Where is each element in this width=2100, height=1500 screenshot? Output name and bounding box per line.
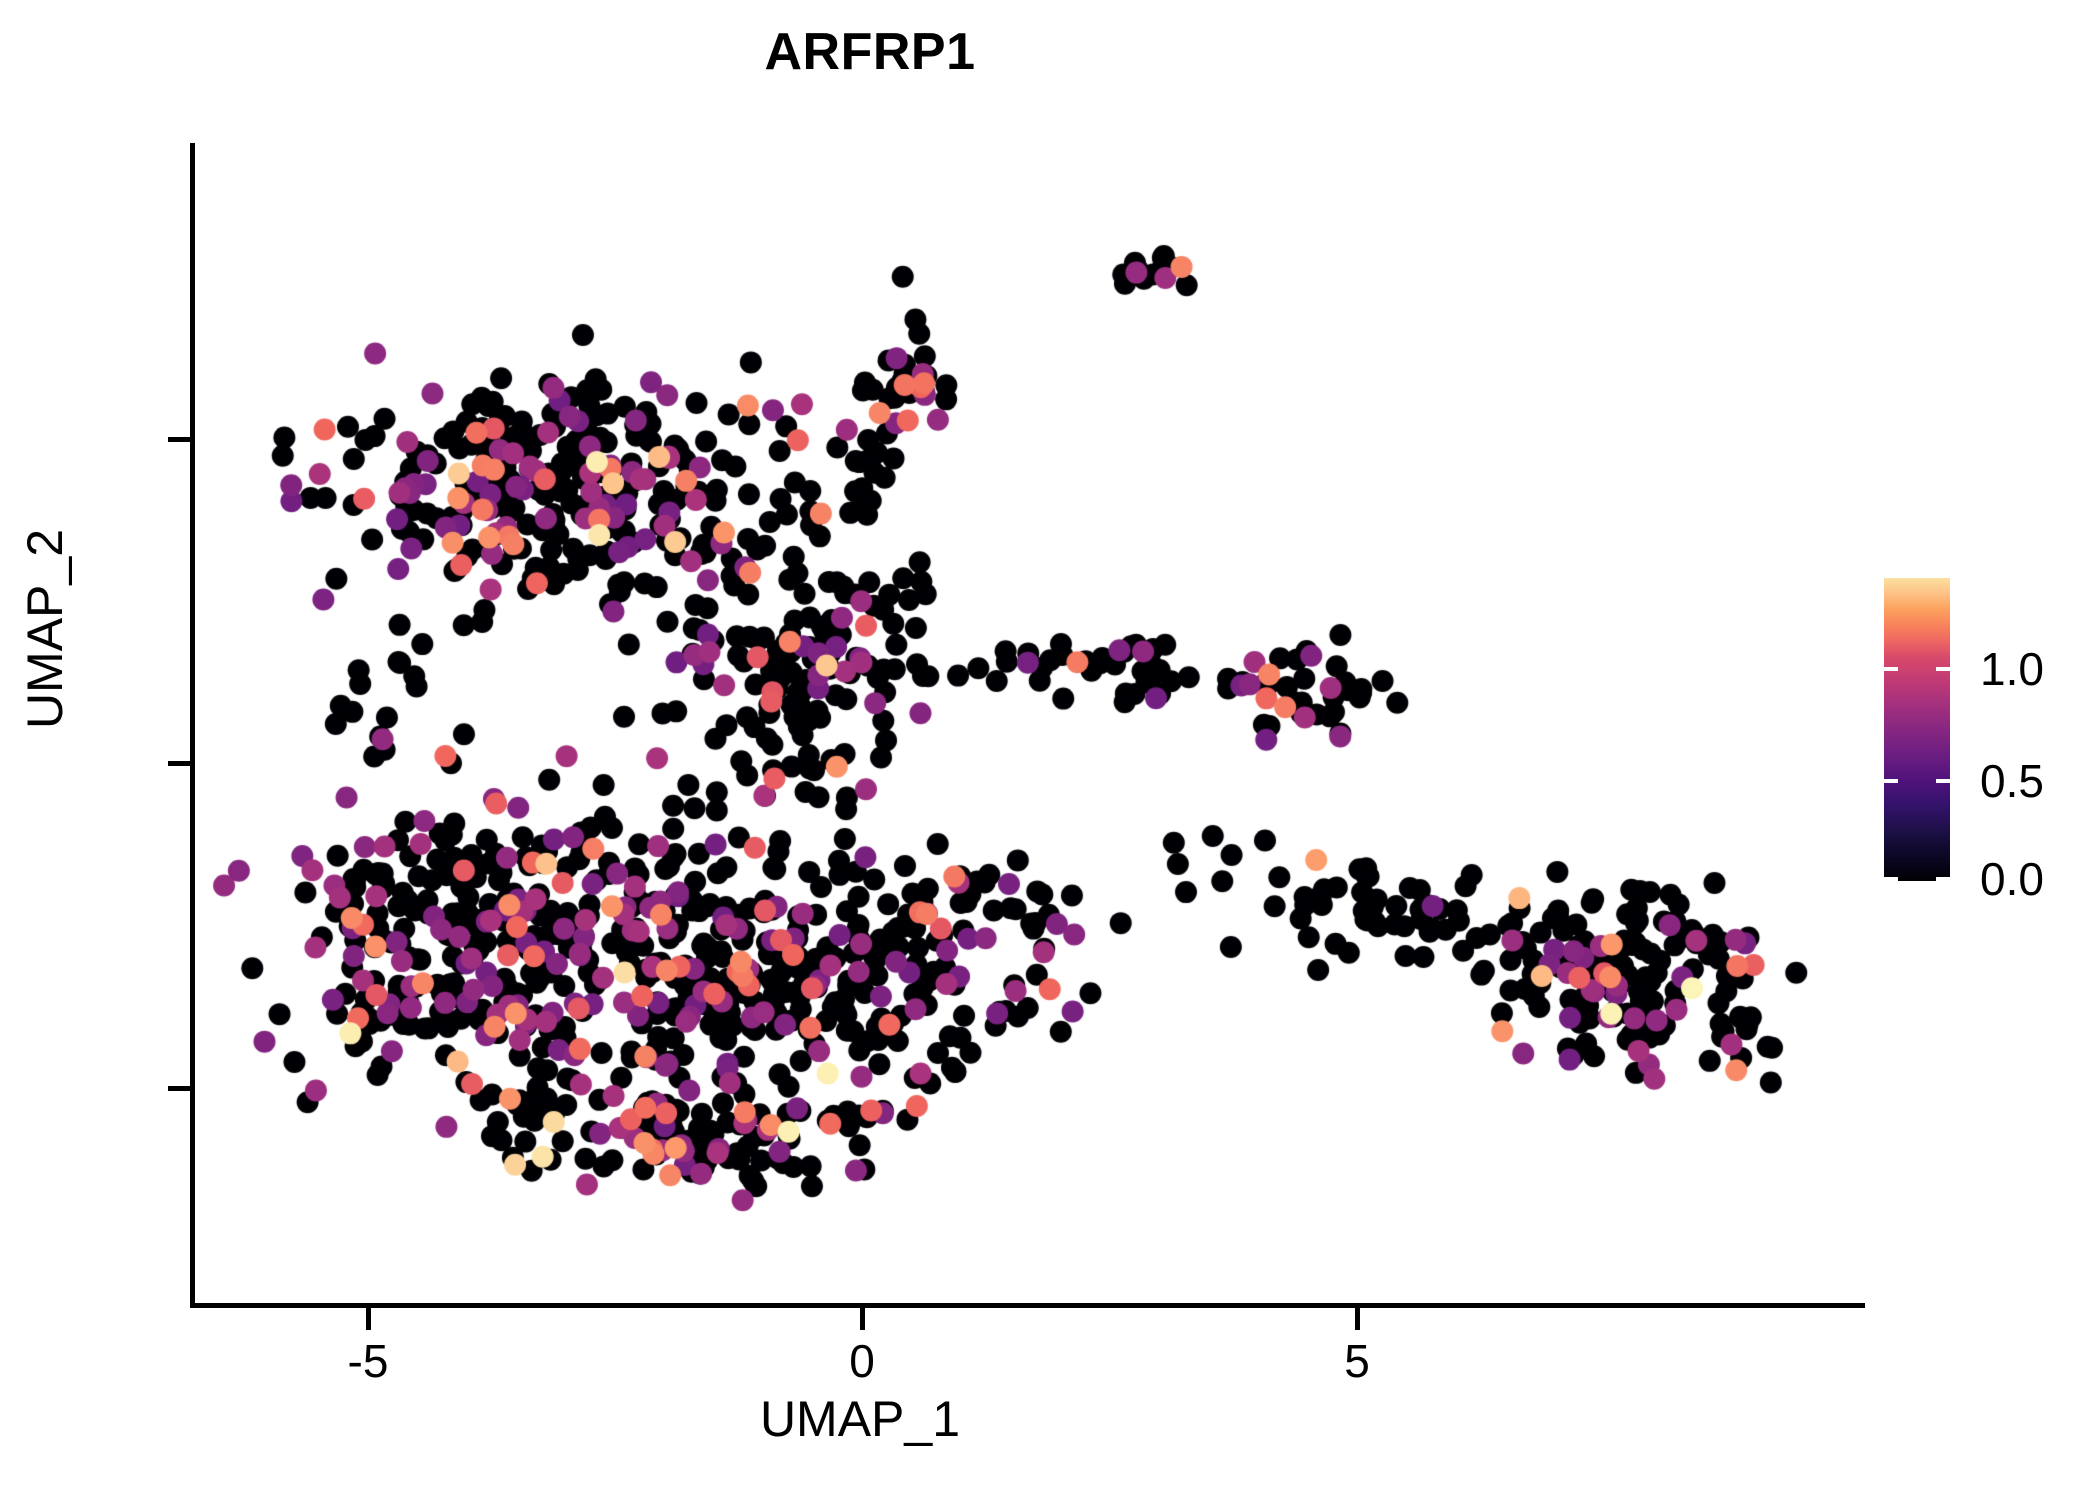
y-tick-mark-minus4 — [168, 1086, 190, 1091]
legend-tick-1.0-left — [1884, 667, 1898, 671]
x-axis-title: UMAP_1 — [759, 1391, 961, 1447]
y-tick-mark-4 — [168, 437, 190, 442]
x-tick-label-minus5: -5 — [347, 1335, 389, 1387]
y-axis-title: UMAP_2 — [17, 528, 73, 730]
legend-label-0.5: 0.5 — [1980, 755, 2044, 807]
y-axis-line — [190, 143, 195, 1308]
legend-tick-0.5-right — [1936, 779, 1950, 783]
x-tick-label-0: 0 — [849, 1335, 875, 1387]
legend-tick-0.0-right — [1936, 877, 1950, 881]
x-tick-label-5: 5 — [1344, 1335, 1370, 1387]
x-tick-mark-0 — [860, 1308, 865, 1330]
color-legend-gradient-bar — [1884, 578, 1950, 881]
legend-tick-0.5-left — [1884, 779, 1898, 783]
legend-tick-0.0-left — [1884, 877, 1898, 881]
x-tick-mark-5 — [1355, 1308, 1360, 1330]
legend-label-1.0: 1.0 — [1980, 643, 2044, 695]
legend-tick-1.0-right — [1936, 667, 1950, 671]
x-axis-line — [190, 1303, 1865, 1308]
x-tick-mark-minus5 — [366, 1308, 371, 1330]
color-legend: 1.0 0.5 0.0 — [1884, 578, 2044, 902]
y-tick-mark-0 — [168, 761, 190, 766]
legend-label-0.0: 0.0 — [1980, 853, 2044, 905]
